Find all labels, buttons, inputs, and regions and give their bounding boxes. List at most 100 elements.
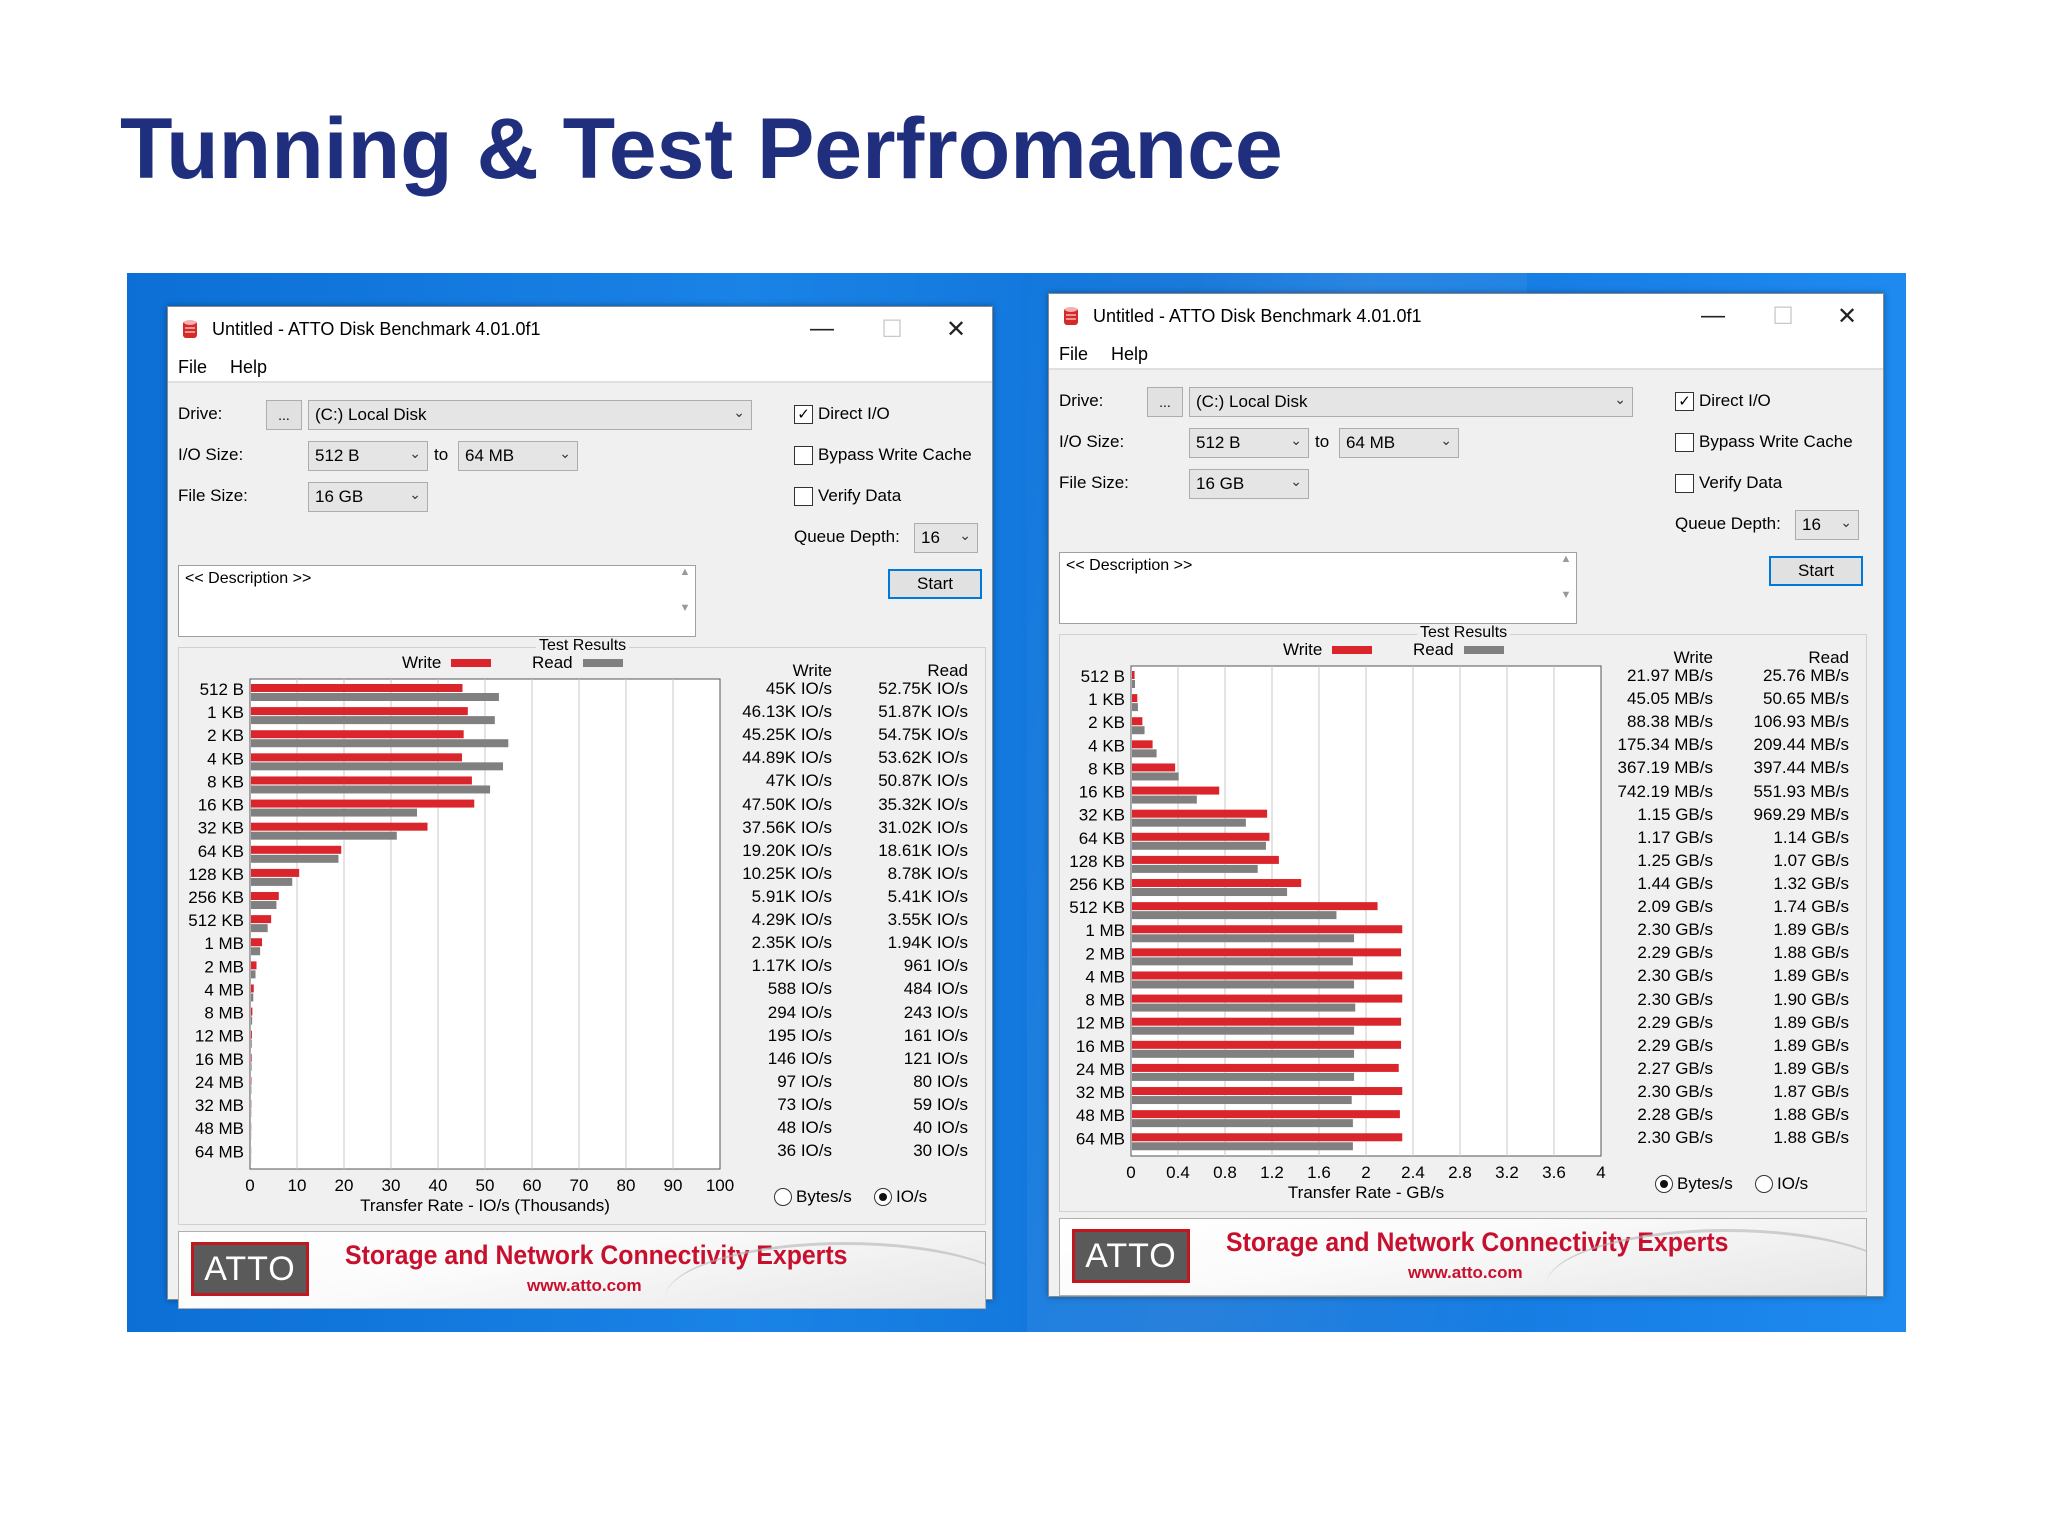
write-bar-512b (251, 684, 463, 692)
queue-depth-select[interactable]: 16 ⌄ (914, 523, 978, 553)
title-bar[interactable]: Untitled - ATTO Disk Benchmark 4.01.0f1 … (168, 307, 992, 351)
start-button[interactable]: Start (1769, 556, 1863, 586)
minimize-button[interactable]: — (1701, 302, 1725, 329)
y-tick-label: 16 MB (1076, 1037, 1125, 1056)
checkbox-box (794, 486, 813, 506)
checkbox-box (794, 445, 813, 465)
write-value: 37.56K IO/s (742, 817, 832, 837)
bytes-per-sec-radio[interactable]: Bytes/s (774, 1187, 852, 1207)
menu-file[interactable]: File (1059, 344, 1089, 364)
queue-depth-label: Queue Depth: (1675, 514, 1781, 533)
x-tick-label: 0 (245, 1176, 254, 1195)
x-tick-label: 3.2 (1495, 1163, 1519, 1182)
file-size-select[interactable]: 16 GB ⌄ (308, 482, 428, 512)
description-textbox[interactable]: << Description >> ▲ ▼ (1059, 552, 1577, 624)
direct-io-checkbox[interactable]: ✓ Direct I/O (1675, 391, 1771, 411)
y-tick-label: 1 KB (1088, 690, 1125, 709)
description-scrollbar[interactable]: ▲ ▼ (679, 566, 691, 614)
read-bar-256kb (251, 901, 277, 910)
menu-help[interactable]: Help (1111, 344, 1149, 364)
verify-data-checkbox[interactable]: Verify Data (794, 486, 901, 506)
atto-banner[interactable]: ATTO Storage and Network Connectivity Ex… (178, 1231, 986, 1309)
bypass-write-cache-checkbox[interactable]: Bypass Write Cache (1675, 432, 1853, 452)
drive-browse-button[interactable]: ... (1147, 387, 1183, 417)
read-bar-1mb (1132, 934, 1355, 943)
io-size-from-select[interactable]: 512 B ⌄ (1189, 428, 1309, 458)
read-bar-64kb (1132, 841, 1266, 850)
read-bar-12mb (1132, 1026, 1355, 1035)
verify-data-checkbox[interactable]: Verify Data (1675, 473, 1782, 493)
read-value: 1.89 GB/s (1773, 1058, 1849, 1078)
read-value: 1.89 GB/s (1773, 1035, 1849, 1055)
queue-depth-select[interactable]: 16 ⌄ (1795, 510, 1859, 540)
maximize-button[interactable]: ☐ (881, 315, 903, 343)
atto-window: Untitled - ATTO Disk Benchmark 4.01.0f1 … (167, 306, 993, 1309)
title-bar[interactable]: Untitled - ATTO Disk Benchmark 4.01.0f1 … (1049, 294, 1883, 338)
minimize-button[interactable]: — (810, 315, 834, 342)
legend-read-label: Read (1413, 640, 1454, 659)
menu-file[interactable]: File (178, 357, 208, 377)
read-value: 51.87K IO/s (878, 702, 968, 722)
file-size-value: 16 GB (1196, 474, 1245, 493)
write-bar-1kb (251, 707, 468, 716)
verify-data-label: Verify Data (818, 486, 902, 505)
radio-circle (1755, 1175, 1773, 1193)
io-size-to-select[interactable]: 64 MB ⌄ (1339, 428, 1459, 458)
write-value: 1.15 GB/s (1637, 804, 1713, 824)
write-bar-64kb (1132, 832, 1270, 841)
write-bar-4kb (1132, 740, 1153, 749)
drive-label: Drive: (178, 404, 223, 423)
read-value: 121 IO/s (903, 1048, 968, 1068)
y-tick-label: 32 KB (1079, 806, 1125, 825)
atto-banner[interactable]: ATTO Storage and Network Connectivity Ex… (1059, 1218, 1867, 1296)
read-bar-32kb (1132, 818, 1246, 827)
banner-url[interactable]: www.atto.com (527, 1276, 642, 1295)
io-size-to-select[interactable]: 64 MB ⌄ (458, 441, 578, 471)
read-value: 8.78K IO/s (887, 863, 968, 883)
read-bar-512kb (1132, 911, 1337, 920)
write-value: 45K IO/s (765, 679, 832, 698)
banner-url[interactable]: www.atto.com (1408, 1263, 1523, 1282)
read-bar-32kb (251, 831, 397, 840)
write-bar-128kb (1132, 855, 1279, 864)
write-bar-512kb (251, 915, 272, 924)
io-size-from-select[interactable]: 512 B ⌄ (308, 441, 428, 471)
read-value: 1.74 GB/s (1773, 897, 1849, 917)
x-tick-label: 0 (1126, 1163, 1135, 1182)
file-size-select[interactable]: 16 GB ⌄ (1189, 469, 1309, 499)
io-per-sec-radio[interactable]: IO/s (1755, 1174, 1808, 1194)
y-tick-label: 256 KB (1069, 875, 1125, 894)
io-per-sec-radio[interactable]: IO/s (874, 1187, 927, 1207)
start-button[interactable]: Start (888, 569, 982, 599)
drive-select[interactable]: (C:) Local Disk ⌄ (308, 400, 752, 430)
y-tick-label: 2 MB (1085, 944, 1125, 963)
drive-browse-button[interactable]: ... (266, 400, 302, 430)
description-scrollbar[interactable]: ▲ ▼ (1560, 553, 1572, 601)
description-textbox[interactable]: << Description >> ▲ ▼ (178, 565, 696, 637)
y-tick-label: 2 KB (1088, 713, 1125, 732)
bytes-per-sec-radio[interactable]: Bytes/s (1655, 1174, 1733, 1194)
maximize-button[interactable]: ☐ (1772, 302, 1794, 330)
read-value: 397.44 MB/s (1753, 758, 1849, 778)
write-value: 45.05 MB/s (1627, 689, 1713, 709)
drive-select[interactable]: (C:) Local Disk ⌄ (1189, 387, 1633, 417)
direct-io-checkbox[interactable]: ✓ Direct I/O (794, 404, 890, 424)
atto-logo: ATTO (191, 1242, 309, 1296)
y-tick-label: 1 KB (207, 703, 244, 722)
close-button[interactable]: ✕ (1836, 302, 1858, 330)
write-bar-512kb (1132, 902, 1378, 911)
legend-write: Write (402, 653, 492, 673)
radio-circle (1655, 1175, 1673, 1193)
direct-io-label: Direct I/O (1699, 391, 1771, 410)
bypass-write-cache-checkbox[interactable]: Bypass Write Cache (794, 445, 972, 465)
direct-io-label: Direct I/O (818, 404, 890, 423)
y-tick-label: 4 MB (204, 980, 244, 999)
write-bar-16mb (1132, 1040, 1402, 1049)
menu-help[interactable]: Help (230, 357, 268, 377)
chevron-down-icon: ⌄ (1290, 473, 1302, 489)
write-value: 48 IO/s (777, 1118, 832, 1138)
io-size-label: I/O Size: (1059, 432, 1125, 451)
io-size-from-value: 512 B (1196, 433, 1241, 452)
write-value: 2.09 GB/s (1637, 897, 1713, 917)
close-button[interactable]: ✕ (945, 315, 967, 343)
